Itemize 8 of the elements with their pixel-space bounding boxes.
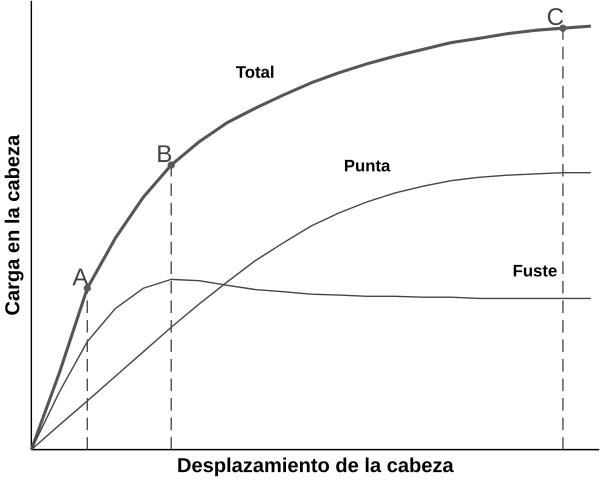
x-axis-title: Desplazamiento de la cabeza — [178, 458, 454, 476]
annotation: C — [548, 8, 564, 26]
y-axis-title: Carga en la cabeza — [4, 134, 24, 315]
series-label: Fuste — [514, 264, 557, 277]
series-label: Total — [236, 66, 274, 78]
series-label: Punta — [344, 160, 390, 172]
annotation: A — [72, 268, 88, 286]
annotation: B — [158, 145, 172, 162]
